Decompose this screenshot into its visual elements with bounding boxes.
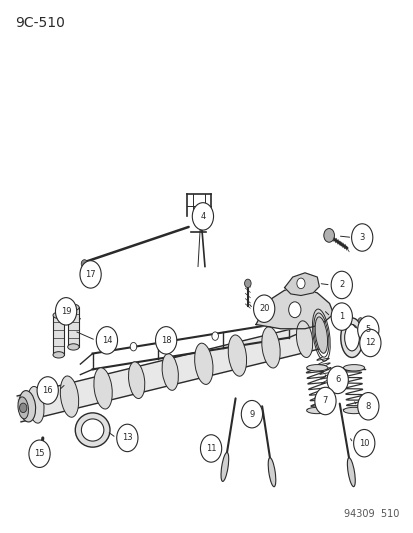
- Ellipse shape: [221, 453, 228, 481]
- Circle shape: [96, 327, 117, 354]
- Text: 2: 2: [338, 280, 344, 289]
- Ellipse shape: [194, 343, 212, 384]
- Circle shape: [192, 203, 213, 230]
- Circle shape: [326, 366, 347, 393]
- FancyBboxPatch shape: [53, 316, 64, 355]
- Circle shape: [351, 224, 372, 251]
- Ellipse shape: [60, 376, 78, 417]
- Text: 13: 13: [122, 433, 132, 442]
- Text: 1: 1: [338, 312, 344, 321]
- FancyBboxPatch shape: [68, 308, 79, 347]
- Ellipse shape: [228, 335, 246, 376]
- Circle shape: [330, 271, 351, 298]
- Text: 18: 18: [161, 336, 171, 345]
- Circle shape: [359, 329, 380, 357]
- Circle shape: [253, 295, 274, 322]
- Ellipse shape: [53, 312, 64, 318]
- Text: 8: 8: [365, 402, 370, 411]
- Circle shape: [155, 327, 176, 354]
- Text: 9C-510: 9C-510: [15, 16, 65, 30]
- Text: 12: 12: [364, 338, 375, 348]
- Ellipse shape: [347, 458, 354, 487]
- Polygon shape: [17, 322, 323, 422]
- Text: 6: 6: [334, 375, 339, 384]
- Ellipse shape: [340, 318, 362, 358]
- Polygon shape: [345, 321, 351, 327]
- Ellipse shape: [68, 304, 79, 311]
- Text: 19: 19: [61, 307, 71, 316]
- Circle shape: [244, 279, 251, 288]
- Ellipse shape: [128, 362, 145, 399]
- Polygon shape: [284, 273, 318, 295]
- Ellipse shape: [261, 327, 280, 368]
- Circle shape: [29, 440, 50, 467]
- Circle shape: [288, 302, 300, 318]
- Polygon shape: [345, 315, 351, 320]
- Text: 94309  510: 94309 510: [343, 508, 398, 519]
- Ellipse shape: [28, 386, 44, 423]
- Circle shape: [323, 229, 334, 242]
- Ellipse shape: [296, 321, 312, 358]
- Circle shape: [241, 400, 262, 428]
- Circle shape: [296, 278, 304, 289]
- Text: 20: 20: [258, 304, 269, 313]
- Text: 11: 11: [205, 444, 216, 453]
- Polygon shape: [255, 288, 333, 329]
- Circle shape: [211, 332, 218, 341]
- Circle shape: [357, 316, 378, 343]
- Circle shape: [130, 342, 136, 351]
- Circle shape: [357, 318, 362, 324]
- Circle shape: [80, 261, 101, 288]
- Circle shape: [330, 303, 351, 330]
- Ellipse shape: [268, 458, 275, 487]
- Ellipse shape: [81, 419, 104, 441]
- Text: 7: 7: [322, 397, 328, 406]
- Text: 15: 15: [34, 449, 45, 458]
- Text: 14: 14: [102, 336, 112, 345]
- Circle shape: [357, 393, 378, 420]
- Ellipse shape: [314, 317, 327, 353]
- Circle shape: [19, 403, 27, 413]
- Ellipse shape: [75, 413, 110, 447]
- Ellipse shape: [53, 352, 64, 358]
- Circle shape: [116, 424, 138, 451]
- Ellipse shape: [68, 344, 79, 350]
- Text: 4: 4: [200, 212, 205, 221]
- Ellipse shape: [343, 407, 364, 414]
- Text: 3: 3: [358, 233, 364, 242]
- Circle shape: [37, 377, 58, 404]
- Ellipse shape: [18, 397, 28, 419]
- Circle shape: [55, 297, 76, 325]
- Ellipse shape: [306, 407, 327, 414]
- Ellipse shape: [162, 354, 178, 390]
- Circle shape: [353, 430, 374, 457]
- Text: 17: 17: [85, 270, 96, 279]
- Circle shape: [200, 435, 221, 462]
- Circle shape: [314, 387, 335, 415]
- Circle shape: [81, 260, 88, 268]
- Text: 16: 16: [42, 386, 53, 395]
- Ellipse shape: [344, 325, 358, 351]
- Ellipse shape: [19, 391, 36, 422]
- Text: 9: 9: [249, 410, 254, 419]
- Text: 5: 5: [365, 325, 370, 334]
- Ellipse shape: [94, 368, 112, 409]
- Ellipse shape: [343, 365, 364, 371]
- Ellipse shape: [306, 365, 327, 371]
- Text: 10: 10: [358, 439, 369, 448]
